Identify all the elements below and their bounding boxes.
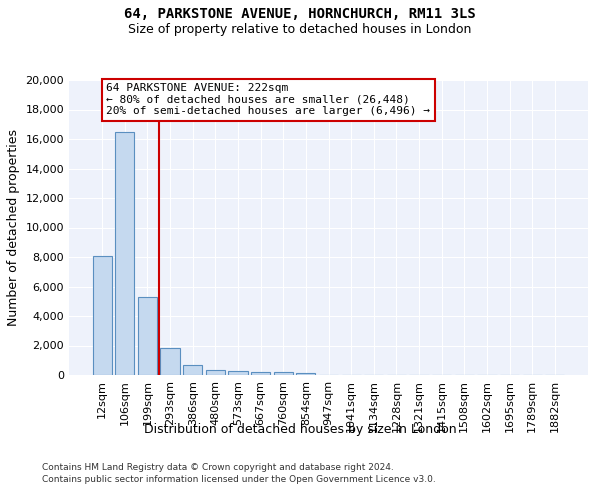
Text: Contains HM Land Registry data © Crown copyright and database right 2024.: Contains HM Land Registry data © Crown c…: [42, 462, 394, 471]
Text: Size of property relative to detached houses in London: Size of property relative to detached ho…: [128, 22, 472, 36]
Bar: [138, 297, 157, 375]
Text: Contains public sector information licensed under the Open Government Licence v3: Contains public sector information licen…: [42, 475, 436, 484]
Bar: [206, 370, 225, 375]
Bar: [92, 256, 112, 375]
Text: Distribution of detached houses by size in London: Distribution of detached houses by size …: [143, 422, 457, 436]
Y-axis label: Number of detached properties: Number of detached properties: [7, 129, 20, 326]
Bar: [160, 348, 180, 375]
Bar: [274, 372, 293, 375]
Bar: [296, 373, 316, 375]
Bar: [229, 371, 248, 375]
Bar: [115, 132, 134, 375]
Text: 64 PARKSTONE AVENUE: 222sqm
← 80% of detached houses are smaller (26,448)
20% of: 64 PARKSTONE AVENUE: 222sqm ← 80% of det…: [106, 83, 430, 116]
Text: 64, PARKSTONE AVENUE, HORNCHURCH, RM11 3LS: 64, PARKSTONE AVENUE, HORNCHURCH, RM11 3…: [124, 8, 476, 22]
Bar: [183, 366, 202, 375]
Bar: [251, 372, 270, 375]
